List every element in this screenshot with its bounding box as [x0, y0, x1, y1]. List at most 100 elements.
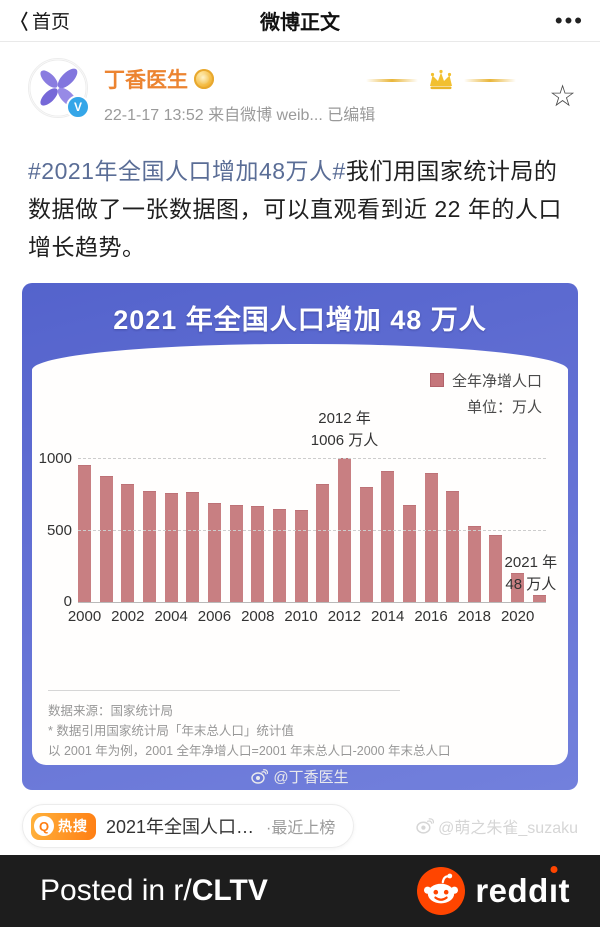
bar-2009 — [272, 509, 286, 602]
x-tick-cell: 2002 — [111, 608, 144, 628]
bar-2006 — [207, 503, 221, 602]
reddit-brand: redd ı t — [417, 866, 570, 915]
bar-2013 — [359, 487, 373, 602]
chart-panel: 全年净增人口 单位：万人 2012 年 1006 万人 2021 年 48 万人… — [32, 344, 568, 765]
x-tick-label: 2014 — [371, 608, 405, 625]
source-line: * 数据引用国家统计局「年末总人口」统计值 — [48, 724, 294, 738]
gridline — [78, 529, 546, 531]
weibo-eye-icon — [251, 768, 269, 784]
bar-2020 — [511, 572, 525, 602]
x-tick-label: 2010 — [284, 608, 318, 625]
bar-2017 — [446, 490, 460, 602]
hot-search-pill[interactable]: Q 热搜 2021年全国人口… ·最近上榜 — [22, 804, 355, 848]
search-icon: Q — [34, 816, 54, 836]
gold-line — [464, 78, 516, 82]
source-notes: 数据来源：国家统计局 * 数据引用国家统计局「年末总人口」统计值 以 2001 … — [48, 701, 550, 761]
source-line: 数据来源：国家统计局 — [48, 704, 174, 718]
chart-watermark: @丁香医生 — [22, 765, 578, 787]
bar-2008 — [251, 505, 265, 602]
weibo-eye-icon — [416, 818, 435, 834]
chart-title: 2021 年全国人口增加 48 万人 — [113, 305, 487, 335]
verified-badge-icon: V — [66, 95, 90, 119]
x-tick-label: 2012 — [327, 608, 362, 625]
reddit-footer-bar: Posted in r/CLTV redd ı t — [0, 855, 600, 927]
x-tick-cell: 2018 — [458, 608, 491, 628]
x-tick-cell — [533, 608, 546, 628]
x-tick-label: 2004 — [154, 608, 188, 625]
x-tick-label: 2020 — [500, 608, 535, 625]
bars-container: 2012 年 1006 万人 2021 年 48 万人 0 500 1000 — [39, 410, 557, 610]
x-tick-cell: 2016 — [414, 608, 447, 628]
navbar: 〈 首页 微博正文 ••• — [0, 0, 600, 42]
crown-icon — [430, 69, 452, 90]
unit-label: 单位：万人 — [466, 399, 542, 416]
annotation-2012: 2012 年 1006 万人 — [310, 410, 379, 450]
bar-2000 — [78, 465, 91, 602]
divider — [48, 690, 400, 691]
bar-2016 — [424, 472, 438, 602]
post-meta: 22-1-17 13:52 来自微博 weib... 已编辑 — [104, 107, 376, 124]
x-tick-label: 2008 — [241, 608, 275, 625]
x-tick-label: 2002 — [111, 608, 145, 625]
vip-crown-decoration — [366, 68, 516, 92]
back-button[interactable]: 〈 首页 — [0, 6, 70, 35]
x-tick-label: 2000 — [67, 608, 102, 625]
bar-2003 — [142, 491, 156, 602]
page-title: 微博正文 — [260, 12, 340, 34]
bar-2004 — [164, 493, 178, 602]
x-tick-cell: 2000 — [68, 608, 101, 628]
bar-2002 — [121, 484, 135, 602]
legend-label: 全年净增人口 — [451, 372, 542, 390]
hot-search-text: 2021年全国人口… — [106, 817, 255, 837]
y-tick-label: 1000 — [38, 450, 72, 468]
x-tick-cell: 2010 — [284, 608, 317, 628]
bar-2001 — [99, 475, 113, 602]
source-line: 以 2001 年为例，2001 全年净增人口=2001 年末总人口-2000 年… — [48, 744, 451, 758]
gold-member-badge-icon — [194, 69, 214, 89]
bar-2019 — [489, 535, 503, 602]
x-tick-label: 2018 — [457, 608, 491, 625]
subreddit-name: CLTV — [191, 874, 268, 907]
avatar[interactable]: V — [28, 58, 90, 119]
bar-2010 — [294, 510, 308, 602]
favorite-star-icon[interactable]: ☆ — [549, 80, 576, 113]
y-tick-label: 0 — [63, 593, 72, 610]
author-name[interactable]: 丁香医生 — [104, 69, 188, 92]
x-tick-label: 2016 — [414, 608, 448, 625]
plot-area: 2012 年 1006 万人 2021 年 48 万人 0 500 1000 200… — [39, 410, 557, 628]
x-tick-cell: 2012 — [328, 608, 361, 628]
posted-in-label: Posted in r/CLTV — [40, 874, 268, 907]
x-tick-cell: 2014 — [371, 608, 404, 628]
bar-2007 — [229, 504, 243, 602]
gold-line — [366, 78, 418, 82]
orange-dot-icon — [550, 866, 558, 873]
bar-2005 — [186, 492, 200, 602]
chart-legend: 全年净增人口 — [32, 370, 542, 390]
gridline — [78, 458, 546, 460]
bar-2015 — [402, 504, 416, 602]
hashtag-link[interactable]: #2021年全国人口增加48万人# — [28, 158, 346, 184]
post-header: V 丁香医生 22-1-17 13:52 来自微博 weib... 已编辑 ☆ — [0, 42, 600, 138]
legend-swatch-icon — [429, 373, 444, 387]
reposter-watermark: @萌之朱雀_suzaku — [416, 814, 578, 838]
chart-image[interactable]: 2021 年全国人口增加 48 万人 全年净增人口 单位：万人 2012 年 1… — [22, 283, 578, 790]
bar-2014 — [381, 470, 395, 602]
hot-search-suffix: ·最近上榜 — [266, 820, 336, 837]
reddit-snoo-icon — [417, 867, 466, 915]
x-tick-label: 2006 — [197, 608, 232, 625]
bar-2018 — [467, 526, 481, 602]
x-tick-cell: 2006 — [198, 608, 231, 628]
x-tick-cell: 2020 — [501, 608, 534, 628]
x-axis-labels: 2000 2002 2004 2006 2008 2010 2012 2014 2016 2018… — [68, 608, 546, 628]
bar-2011 — [316, 484, 330, 602]
whitespace — [0, 848, 600, 855]
back-label: 首页 — [32, 12, 71, 33]
hot-search-badge: Q 热搜 — [31, 812, 96, 840]
more-options-icon[interactable]: ••• — [554, 7, 584, 33]
reddit-wordmark: redd ı t — [475, 866, 570, 910]
post-body: #2021年全国人口增加48万人#我们用国家统计局的数据做了一张数据图，可以直观… — [0, 138, 600, 266]
bar-2021 — [532, 595, 546, 602]
x-tick-cell: 2004 — [154, 608, 187, 628]
chevron-left-icon: 〈 — [12, 12, 28, 34]
post-text: 我们用国家统计局的数据做了一张数据图，可以直观看到近 22 年的人口增长趋势。 — [28, 158, 562, 260]
